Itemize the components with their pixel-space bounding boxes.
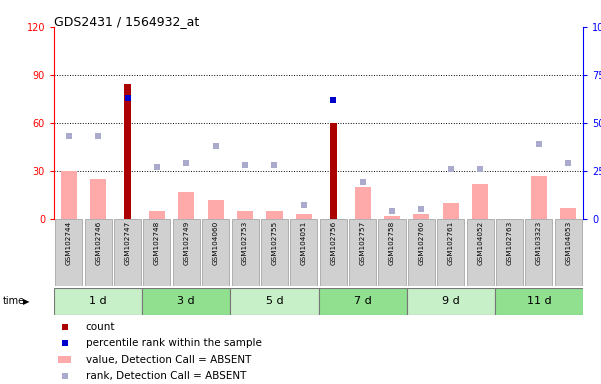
Bar <box>61 171 77 219</box>
Text: GSM102756: GSM102756 <box>330 221 336 265</box>
Bar <box>85 219 112 286</box>
Bar <box>54 288 142 315</box>
Text: time: time <box>3 296 25 306</box>
Text: GSM104052: GSM104052 <box>477 221 483 265</box>
Bar <box>178 192 194 219</box>
Bar <box>290 219 317 286</box>
Text: GSM104051: GSM104051 <box>301 221 307 265</box>
Text: GSM102761: GSM102761 <box>448 221 454 265</box>
Bar <box>207 200 224 219</box>
Bar <box>413 214 430 219</box>
Bar <box>349 219 376 286</box>
Text: 7 d: 7 d <box>354 296 371 306</box>
Bar <box>525 219 552 286</box>
Text: GSM102763: GSM102763 <box>507 221 513 265</box>
Bar <box>319 288 407 315</box>
Text: GSM102747: GSM102747 <box>124 221 130 265</box>
Bar <box>230 288 319 315</box>
Text: GSM102748: GSM102748 <box>154 221 160 265</box>
Bar <box>231 219 258 286</box>
Bar <box>261 219 288 286</box>
Bar <box>329 123 337 219</box>
Text: rank, Detection Call = ABSENT: rank, Detection Call = ABSENT <box>86 371 246 381</box>
Text: GSM102749: GSM102749 <box>183 221 189 265</box>
Bar <box>438 219 464 286</box>
Text: GSM103323: GSM103323 <box>536 221 542 265</box>
Text: GSM102755: GSM102755 <box>272 221 278 265</box>
Bar <box>443 203 459 219</box>
Bar <box>173 219 200 286</box>
Text: value, Detection Call = ABSENT: value, Detection Call = ABSENT <box>86 354 251 364</box>
Text: count: count <box>86 322 115 332</box>
Bar <box>466 219 493 286</box>
Bar <box>384 216 400 219</box>
Bar <box>55 219 82 286</box>
Bar <box>560 208 576 219</box>
Text: 9 d: 9 d <box>442 296 460 306</box>
Text: ▶: ▶ <box>23 297 29 306</box>
Bar <box>124 84 131 219</box>
Text: GDS2431 / 1564932_at: GDS2431 / 1564932_at <box>54 15 200 28</box>
Text: percentile rank within the sample: percentile rank within the sample <box>86 338 261 348</box>
Bar <box>58 356 71 363</box>
Text: GSM102757: GSM102757 <box>359 221 365 265</box>
Bar <box>90 179 106 219</box>
Bar <box>202 219 229 286</box>
Bar <box>142 288 230 315</box>
Bar <box>320 219 347 286</box>
Bar <box>296 214 312 219</box>
Text: 3 d: 3 d <box>177 296 195 306</box>
Bar <box>355 187 371 219</box>
Bar <box>266 211 282 219</box>
Text: 11 d: 11 d <box>526 296 551 306</box>
Text: GSM102758: GSM102758 <box>389 221 395 265</box>
Bar <box>149 211 165 219</box>
Bar <box>144 219 171 286</box>
Bar <box>114 219 141 286</box>
Text: 1 d: 1 d <box>90 296 107 306</box>
Bar <box>237 211 253 219</box>
Bar <box>531 176 547 219</box>
Bar <box>379 219 406 286</box>
Bar <box>495 288 583 315</box>
Bar <box>407 288 495 315</box>
Text: GSM104053: GSM104053 <box>566 221 572 265</box>
Bar <box>408 219 435 286</box>
Text: 5 d: 5 d <box>266 296 283 306</box>
Text: GSM102760: GSM102760 <box>418 221 424 265</box>
Text: GSM102753: GSM102753 <box>242 221 248 265</box>
Text: GSM102744: GSM102744 <box>66 221 72 265</box>
Bar <box>472 184 488 219</box>
Bar <box>496 219 523 286</box>
Text: GSM102746: GSM102746 <box>95 221 101 265</box>
Text: GSM104060: GSM104060 <box>213 221 219 265</box>
Bar <box>555 219 582 286</box>
